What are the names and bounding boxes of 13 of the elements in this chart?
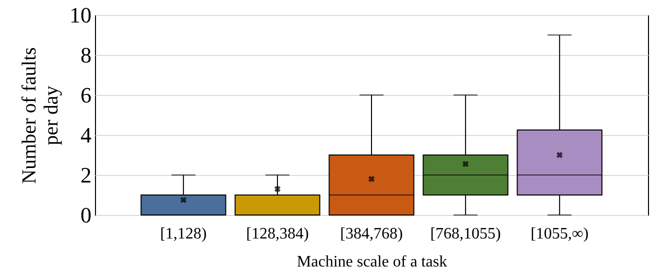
y-axis-title: Number of faults per day [18,46,62,184]
y-tick-label: 6 [80,82,92,108]
y-tick-label: 8 [80,42,92,68]
x-tick-label: [1,128) [160,226,207,242]
y-tick-label: 2 [80,162,92,188]
x-tick-label: [1055,∞) [530,226,589,242]
x-tick-label: [768,1055) [430,226,501,242]
y-tick-label: 10 [70,2,92,28]
x-axis-title: Machine scale of a task [296,254,448,270]
x-tick-label: [128,384) [246,226,309,242]
y-tick-label: 0 [80,202,92,228]
y-tick-label: 4 [80,122,92,148]
x-tick-label: [384,768) [340,226,403,242]
